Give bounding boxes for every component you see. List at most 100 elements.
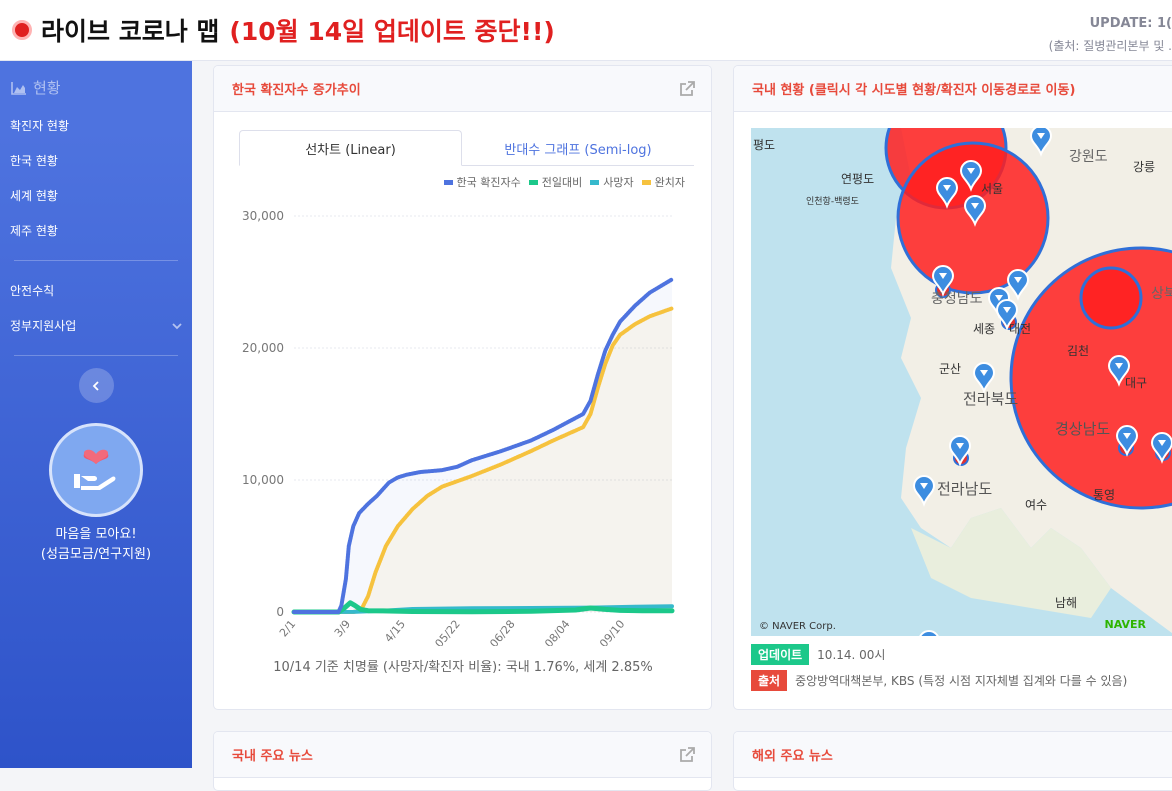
map-region-label: 서울 (981, 182, 1004, 196)
line-chart: 0 10,000 20,000 30,000 2/1 3/9 4/15 05/22 06/28 0… (242, 209, 675, 646)
map-card: 국내 현황 (클릭시 각 시도별 현황/확진자 이동경로로 이동) 평도 연평도 인… (733, 65, 1172, 710)
area-chart-icon (11, 81, 26, 95)
sidebar-item-safety[interactable]: 안전수칙 (10, 284, 55, 298)
sidebar-heading: 현황 (11, 77, 192, 98)
map-credit: © NAVER Corp. (759, 621, 836, 632)
map-region-label: 상북 (1151, 286, 1172, 302)
series-line (292, 277, 674, 614)
news-world-card: 해외 주요 뉴스 (733, 731, 1172, 791)
legend-item[interactable]: 사망자 (590, 174, 634, 190)
map-province-label: 경상남도 (1055, 420, 1111, 438)
map-pin-icon[interactable] (1029, 128, 1053, 157)
y-tick-label: 0 (276, 605, 284, 619)
map-pin-icon[interactable] (1107, 355, 1131, 387)
region-bubble[interactable] (1079, 266, 1143, 330)
sidebar-toggle-button[interactable] (78, 368, 114, 403)
map-region-label: 평도 (753, 138, 776, 152)
map-pin-arrow-icon[interactable] (939, 273, 947, 279)
series-line (292, 306, 674, 614)
map-region-label: 여수 (1025, 498, 1048, 512)
update-info: UPDATE: 1( (출처: 질병관리본부 및 . (1012, 16, 1172, 54)
chart-card-header: 한국 확진자수 증가추이 (214, 66, 711, 112)
legend-label: 사망자 (603, 176, 634, 189)
legend-item[interactable]: 한국 확진자수 (443, 174, 521, 190)
map-pin-icon[interactable] (931, 265, 955, 297)
map-pin-icon[interactable] (912, 475, 936, 507)
map-pin-icon[interactable] (935, 177, 959, 209)
map-pin-arrow-icon[interactable] (971, 203, 979, 209)
sidebar-item-korea[interactable]: 한국 현황 (10, 154, 58, 168)
tab-semilog[interactable]: 반대수 그래프 (Semi-log) (504, 142, 652, 158)
legend-item[interactable]: 전일대비 (528, 174, 583, 190)
map-region-label: 세종 (973, 322, 996, 336)
sidebar-divider-2 (14, 355, 178, 356)
x-tick-label: 3/9 (332, 618, 353, 640)
map-overlay (884, 128, 1172, 636)
map-source-row: 출처 중앙방역대책본부, KBS (특정 시점 지자체별 집계와 다를 수 있음… (751, 670, 1127, 691)
sidebar-item-confirmed[interactable]: 확진자 현황 (10, 119, 70, 133)
chart-card-title: 한국 확진자수 증가추이 (232, 83, 361, 98)
x-tick-label: 09/10 (597, 618, 627, 646)
update-value: 10.14. 00시 (817, 648, 886, 662)
update-badge: 업데이트 (751, 644, 810, 665)
external-link-icon[interactable] (679, 80, 695, 97)
map-pin-arrow-icon[interactable] (1014, 277, 1022, 283)
sidebar-divider (14, 260, 178, 261)
legend-swatch (590, 179, 600, 185)
map-pin-icon[interactable] (963, 195, 987, 227)
map-pin-icon[interactable] (1115, 425, 1139, 457)
map-pin-arrow-icon[interactable] (980, 370, 988, 376)
x-tick-label: 2/1 (277, 618, 298, 640)
news-korea-header: 국내 주요 뉴스 (214, 732, 711, 778)
map-pin-icon[interactable] (948, 435, 972, 467)
series-area (294, 308, 672, 612)
map-pin-icon[interactable] (995, 299, 1019, 331)
naver-logo: NAVER (1104, 618, 1146, 631)
external-link-icon[interactable] (679, 746, 695, 763)
sidebar-item-jeju[interactable]: 제주 현황 (10, 224, 58, 238)
y-tick-label: 30,000 (242, 209, 284, 223)
chevron-down-icon (172, 322, 182, 329)
map-pin-arrow-icon[interactable] (995, 295, 1003, 301)
map-region-label: 인천항-백령도 (806, 197, 859, 207)
heart-hand-icon (74, 449, 116, 490)
legend-swatch (443, 179, 453, 185)
map-pin-icon[interactable] (959, 160, 983, 192)
sidebar-item-gov-support-label: 정부지원사업 (10, 319, 77, 333)
x-tick-label: 05/22 (433, 618, 463, 646)
map-region-label: 강원도 (1069, 149, 1108, 165)
map-pin-arrow-icon[interactable] (920, 483, 928, 489)
map-pin-arrow-icon[interactable] (1037, 133, 1045, 139)
update-stopped-notice: (10월 14일 업데이트 중단!!) (229, 17, 555, 46)
sidebar: 현황 확진자 현황 한국 현황 세계 현황 제주 현황 안전수칙 정부지원사업 … (0, 61, 192, 768)
legend-label: 한국 확진자수 (456, 176, 521, 189)
map-card-title: 국내 현황 (클릭시 각 시도별 현황/확진자 이동경로로 이동) (752, 83, 1076, 98)
sidebar-item-gov-support[interactable]: 정부지원사업 (0, 308, 192, 343)
map-pin-icon[interactable] (919, 630, 939, 636)
map-pin-arrow-icon[interactable] (1003, 307, 1011, 313)
map-region-label: 군산 (939, 362, 962, 376)
legend-item[interactable]: 완치자 (641, 174, 685, 190)
map-region-label: 대구 (1125, 376, 1148, 390)
news-korea-card: 국내 주요 뉴스 (213, 731, 712, 791)
map-pin-icon[interactable] (1006, 269, 1030, 301)
map-pin-icon[interactable] (1150, 432, 1172, 464)
map-pin-arrow-icon[interactable] (943, 185, 951, 191)
brand[interactable]: 라이브 코로나 맵 (10월 14일 업데이트 중단!!) (12, 12, 555, 48)
legend-label: 전일대비 (541, 176, 583, 189)
tab-linear[interactable]: 선차트 (Linear) (239, 130, 462, 166)
page-title: 라이브 코로나 맵 (41, 17, 220, 46)
source-badge: 출처 (751, 670, 788, 691)
map-pin-arrow-icon[interactable] (967, 168, 975, 174)
map-pin-arrow-icon[interactable] (1115, 363, 1123, 369)
donate-button[interactable] (49, 423, 143, 517)
map-pin-arrow-icon[interactable] (1123, 433, 1131, 439)
legend-label: 완치자 (654, 176, 685, 189)
map-pin-icon[interactable] (972, 362, 996, 394)
map-pin-arrow-icon[interactable] (956, 443, 964, 449)
sidebar-item-world[interactable]: 세계 현황 (10, 189, 58, 203)
donate-line-2: (성금모금/연구지원) (40, 547, 152, 562)
x-tick-label: 06/28 (487, 618, 517, 646)
map-pin-arrow-icon[interactable] (1158, 440, 1166, 446)
